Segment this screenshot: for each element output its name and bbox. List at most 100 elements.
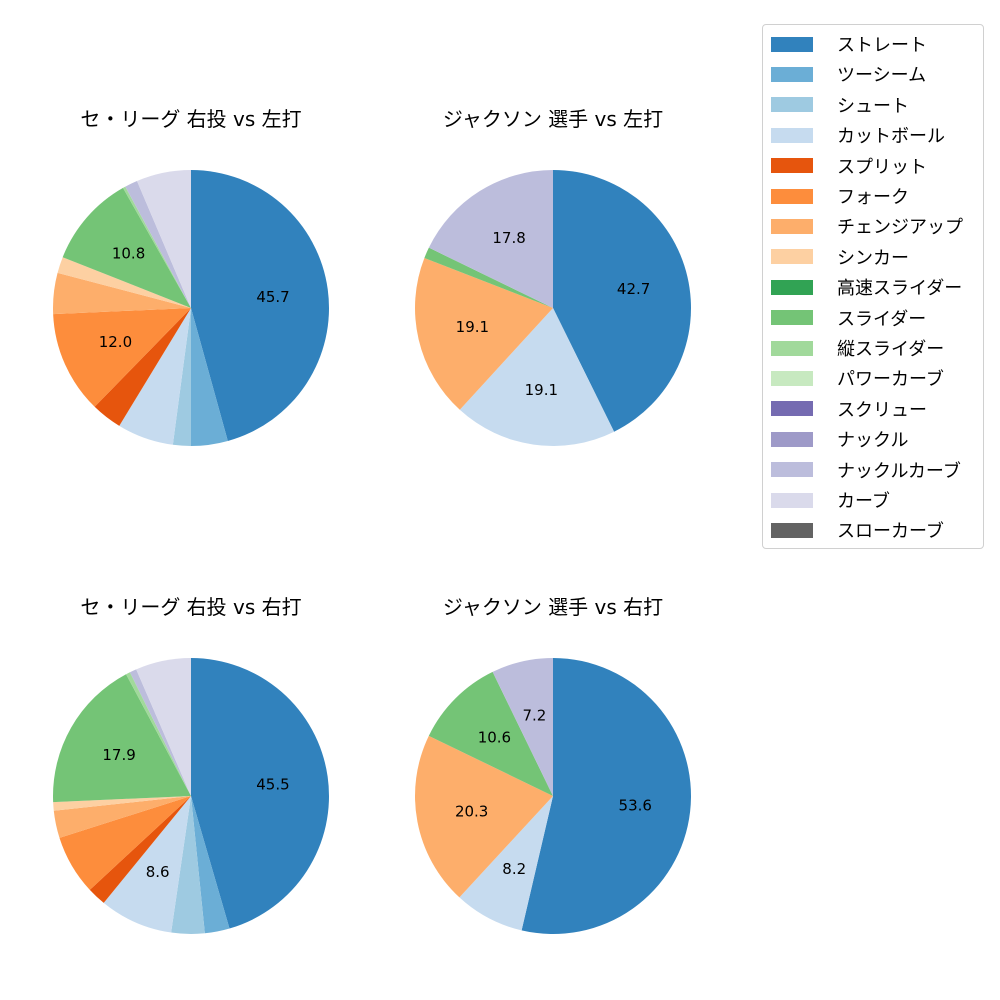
- slice-label: 7.2: [522, 706, 546, 724]
- legend-item: スローカーブ: [771, 519, 944, 543]
- legend-item: スライダー: [771, 307, 927, 330]
- legend-item: カーブ: [771, 489, 890, 512]
- pie-slice: [428, 170, 553, 308]
- legend-item: シュート: [771, 94, 909, 117]
- legend-label: シュート: [837, 95, 909, 117]
- pie-slice: [53, 674, 191, 803]
- pie-slice: [191, 658, 330, 929]
- legend-swatch: [771, 36, 813, 52]
- pie-chart: 45.7 12.0 10.8: [53, 170, 329, 446]
- slice-label: 8.6: [146, 863, 170, 881]
- legend-item: パワーカーブ: [771, 367, 944, 391]
- slice-label: 12.0: [99, 333, 132, 351]
- slice-label: 8.2: [502, 860, 526, 878]
- legend-item: 高速スライダー: [771, 276, 963, 300]
- slice-label: 17.9: [102, 746, 135, 764]
- legend-label: 高速スライダー: [837, 278, 963, 300]
- legend-item: スクリュー: [771, 398, 927, 421]
- pie-slice: [191, 170, 329, 441]
- legend-item: ツーシーム: [771, 63, 927, 87]
- legend-label: フォーク: [837, 187, 909, 208]
- legend-label: ナックル: [837, 430, 909, 452]
- legend-swatch: [771, 340, 813, 356]
- legend-swatch: [771, 66, 813, 82]
- legend-item: フォーク: [771, 185, 909, 208]
- pie-slice: [89, 796, 191, 903]
- pie-chart: 53.6 8.2 20.3 10.6 7.2: [415, 658, 691, 934]
- pie-slice: [125, 181, 191, 308]
- pie-slice: [492, 658, 553, 796]
- legend-label: 縦スライダー: [837, 339, 945, 360]
- slice-label: 53.6: [619, 796, 652, 814]
- legend-item: シンカー: [771, 246, 909, 269]
- slice-label: 10.8: [112, 245, 145, 263]
- chart-title: ジャクソン 選手 vs 左打: [442, 107, 664, 131]
- legend-swatch: [771, 310, 813, 326]
- chart-title: ジャクソン 選手 vs 右打: [442, 595, 664, 619]
- legend-label: カットボール: [837, 126, 945, 148]
- pie-slice: [428, 671, 553, 796]
- legend-swatch: [771, 279, 813, 295]
- legend-label: ナックルカーブ: [837, 460, 961, 482]
- legend-swatch: [771, 462, 813, 478]
- legend-swatch: [771, 370, 813, 386]
- slice-label: 45.5: [256, 775, 289, 793]
- pie-slice: [57, 257, 191, 308]
- pie-slice: [123, 186, 191, 308]
- legend-label: チェンジアップ: [837, 217, 963, 239]
- slice-label: 42.7: [617, 280, 650, 298]
- pie-slice: [136, 658, 191, 796]
- pie-slice: [424, 247, 553, 308]
- legend-swatch: [771, 401, 813, 417]
- legend-item: ナックル: [771, 428, 909, 452]
- chart-title: セ・リーグ 右投 vs 右打: [80, 595, 302, 619]
- pie-slice: [53, 796, 191, 811]
- pie-slice: [53, 796, 191, 838]
- legend-label: シンカー: [837, 247, 909, 269]
- legend-swatch: [771, 522, 813, 538]
- legend: ストレートツーシームシュートカットボール スプリットフォークチェンジアップ シンカー…: [762, 24, 984, 549]
- pie-slice: [553, 170, 691, 432]
- legend-label: ストレート: [837, 35, 927, 56]
- legend-item: スプリット: [771, 155, 927, 178]
- pie-chart: 42.7 19.1 19.1 17.8: [414, 170, 691, 446]
- slice-label: 10.6: [478, 728, 511, 746]
- pie-slice: [129, 669, 191, 796]
- legend-swatch: [771, 218, 813, 234]
- pie-slice: [191, 308, 228, 446]
- pie-slice: [191, 796, 230, 934]
- pie-slice: [414, 258, 553, 410]
- pie-slice: [172, 308, 191, 446]
- pie-slice: [136, 170, 191, 308]
- legend-item: ナックルカーブ: [771, 459, 961, 482]
- pie-slice: [119, 308, 191, 445]
- pie-slice: [53, 308, 191, 407]
- pie-slice: [59, 796, 191, 890]
- pie-slice: [126, 672, 191, 796]
- legend-item: ストレート: [771, 33, 927, 56]
- legend-label: パワーカーブ: [837, 369, 944, 391]
- legend-item: チェンジアップ: [771, 215, 963, 239]
- pie-slice: [62, 187, 192, 308]
- legend-label: カーブ: [837, 491, 890, 512]
- legend-label: スローカーブ: [837, 521, 944, 543]
- legend-swatch: [771, 249, 813, 265]
- pie-slice: [171, 796, 205, 934]
- pie-slice: [459, 796, 553, 931]
- legend-swatch: [771, 158, 813, 174]
- chart-title: セ・リーグ 右投 vs 左打: [80, 107, 302, 131]
- pie-slice: [103, 796, 191, 933]
- slice-label: 17.8: [492, 229, 525, 247]
- slice-label: 19.1: [456, 318, 489, 336]
- legend-item: カットボール: [771, 124, 945, 148]
- legend-label: スライダー: [837, 308, 927, 330]
- slice-label: 19.1: [525, 381, 558, 399]
- legend-label: ツーシーム: [837, 65, 927, 87]
- pie-slice: [459, 308, 615, 446]
- pie-chart: 45.5 8.6 17.9: [53, 658, 330, 934]
- legend-label: スプリット: [837, 156, 927, 178]
- legend-swatch: [771, 97, 813, 113]
- legend-swatch: [771, 431, 813, 447]
- pie-slice: [521, 658, 691, 934]
- pie-slice: [415, 735, 553, 898]
